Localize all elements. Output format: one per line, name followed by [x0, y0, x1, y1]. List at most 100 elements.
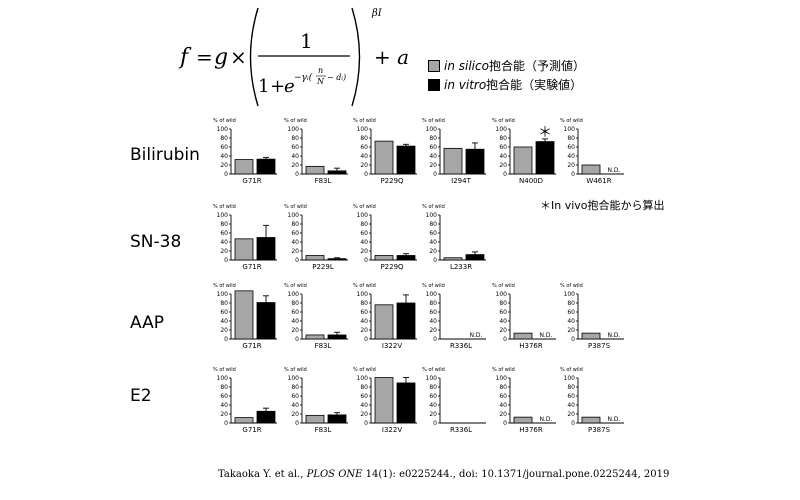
y-axis-label: % of wild — [213, 204, 236, 210]
bar-in-vitro — [256, 158, 276, 175]
bar-in-silico — [234, 238, 254, 261]
y-tick-label: 20 — [429, 162, 437, 169]
y-tick-label: 20 — [360, 327, 368, 334]
y-tick-label: 20 — [499, 411, 507, 418]
variant-label: F83L — [315, 426, 332, 434]
y-tick-label: 40 — [220, 153, 228, 160]
y-tick-label: 0 — [364, 420, 368, 427]
y-tick-label: 100 — [496, 291, 508, 298]
row-label-e2: E2 — [130, 386, 152, 406]
y-tick-label: 0 — [295, 257, 299, 264]
y-tick-label: 80 — [360, 300, 368, 307]
y-tick-label: 20 — [567, 162, 575, 169]
y-tick-label: 60 — [567, 393, 575, 400]
citation-rest: 14(1): e0225244., doi: 10.1371/journal.p… — [362, 469, 670, 480]
y-tick-label: 100 — [496, 126, 508, 133]
bar-in-silico — [305, 414, 325, 424]
variant-label: R336L — [450, 342, 472, 350]
y-axis-label: % of wild — [213, 283, 236, 289]
bar-in-silico — [513, 146, 533, 175]
bar-in-silico — [234, 290, 254, 340]
y-tick-label: 0 — [503, 336, 507, 343]
legend-swatch-silico — [428, 60, 440, 72]
formula-e: e — [284, 76, 295, 97]
variant-label: I322V — [382, 342, 402, 350]
y-tick-label: 40 — [360, 402, 368, 409]
y-tick-label: 80 — [291, 384, 299, 391]
legend-swatch-vitro — [428, 79, 440, 91]
y-tick-label: 60 — [429, 393, 437, 400]
y-tick-label: 60 — [220, 230, 228, 237]
y-tick-label: 80 — [291, 221, 299, 228]
y-axis-label: % of wild — [284, 367, 307, 373]
y-axis-label: % of wild — [353, 367, 376, 373]
asterisk-note: ＊In vivo抱合能から算出 — [540, 199, 665, 212]
y-tick-label: 0 — [224, 336, 228, 343]
y-tick-label: 0 — [295, 420, 299, 427]
bar-in-silico — [581, 416, 601, 424]
bar-in-vitro — [327, 170, 347, 175]
bar-in-vitro — [396, 302, 416, 340]
formula-exp-inner: −γᵢ( — [294, 72, 313, 83]
y-tick-label: 40 — [220, 318, 228, 325]
y-tick-label: 100 — [426, 375, 438, 382]
legend-vitro-rest: 抱合能（実験値） — [486, 78, 583, 92]
bar-in-vitro — [396, 145, 416, 175]
variant-label: P229L — [312, 263, 334, 271]
y-tick-label: 100 — [426, 126, 438, 133]
y-axis-label: % of wild — [560, 283, 583, 289]
variant-label: G71R — [242, 426, 261, 434]
y-tick-label: 100 — [426, 291, 438, 298]
y-tick-label: 0 — [224, 420, 228, 427]
bar-in-vitro — [256, 237, 276, 261]
y-axis-label: % of wild — [284, 204, 307, 210]
bar-in-vitro — [396, 255, 416, 261]
formula-eq: = — [196, 45, 213, 69]
y-tick-label: 100 — [564, 126, 576, 133]
y-tick-label: 60 — [429, 230, 437, 237]
variant-label: I322V — [382, 426, 402, 434]
y-tick-label: 20 — [220, 411, 228, 418]
y-tick-label: 60 — [567, 144, 575, 151]
bar-in-vitro — [327, 414, 347, 424]
y-tick-label: 40 — [429, 402, 437, 409]
y-tick-label: 80 — [220, 300, 228, 307]
y-axis-label: % of wild — [492, 283, 515, 289]
y-tick-label: 40 — [291, 318, 299, 325]
y-tick-label: 60 — [360, 144, 368, 151]
legend-silico: in silico抱合能（予測値） — [444, 57, 585, 74]
legend-vitro-italic: in vitro — [444, 78, 487, 92]
variant-label: H376R — [519, 426, 543, 434]
y-tick-label: 20 — [220, 248, 228, 255]
variant-label: G71R — [242, 342, 261, 350]
y-tick-label: 60 — [499, 144, 507, 151]
y-axis-label: % of wild — [353, 118, 376, 124]
y-tick-label: 20 — [429, 411, 437, 418]
y-tick-label: 80 — [360, 221, 368, 228]
variant-label: P387S — [588, 426, 611, 434]
y-tick-label: 100 — [217, 375, 229, 382]
y-axis-label: % of wild — [422, 283, 445, 289]
y-tick-label: 60 — [499, 393, 507, 400]
y-axis-label: % of wild — [213, 367, 236, 373]
y-tick-label: 80 — [220, 135, 228, 142]
y-axis-label: % of wild — [353, 283, 376, 289]
y-tick-label: 60 — [360, 309, 368, 316]
y-tick-label: 40 — [291, 402, 299, 409]
formula-exp-n: n — [318, 66, 323, 75]
variant-label: I294T — [451, 177, 471, 185]
formula-plus-a: + a — [374, 45, 409, 69]
y-tick-label: 40 — [360, 239, 368, 246]
y-tick-label: 60 — [360, 393, 368, 400]
citation: Takaoka Y. et al., PLOS ONE 14(1): e0225… — [218, 469, 669, 480]
formula-denom-plus: + — [270, 76, 285, 97]
variant-label: P229Q — [380, 263, 404, 271]
y-tick-label: 80 — [220, 221, 228, 228]
formula-right-paren — [351, 7, 361, 107]
y-tick-label: 100 — [217, 212, 229, 219]
y-tick-label: 80 — [291, 135, 299, 142]
y-tick-label: 80 — [429, 300, 437, 307]
y-tick-label: 20 — [291, 411, 299, 418]
variant-label: N400D — [519, 177, 543, 185]
